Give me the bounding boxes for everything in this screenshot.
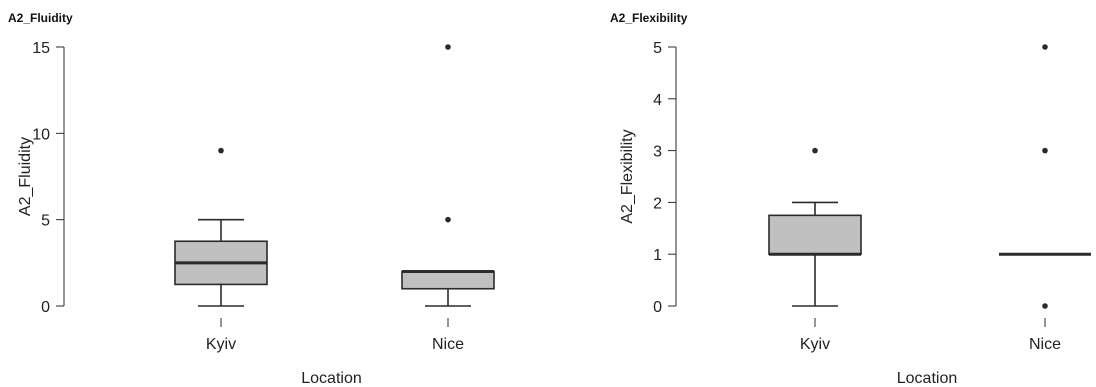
y-axis-label: A2_Fluidity	[17, 137, 34, 216]
x-tick-label: Nice	[1029, 336, 1061, 353]
outlier-point	[445, 216, 451, 223]
x-tick-label: Kyiv	[206, 336, 236, 353]
y-tick-label: 5	[653, 40, 662, 57]
outlier-point	[445, 44, 451, 50]
outlier-point	[1042, 303, 1048, 309]
outlier-point	[812, 147, 818, 154]
chart-title: A2_Flexibility	[610, 11, 688, 25]
y-tick-label: 0	[41, 299, 50, 316]
box-iqr	[401, 270, 495, 290]
y-tick-label: 3	[653, 144, 662, 161]
box-iqr	[768, 214, 862, 256]
y-tick-label: 1	[653, 247, 662, 264]
flexibility-boxplot: 0 1 2 3 4 5 A2_Flexibility Kyiv Nice Location	[619, 40, 1091, 387]
x-tick-label: Nice	[432, 336, 464, 353]
outlier-point	[218, 147, 224, 154]
chart-title: A2_Fluidity	[8, 11, 73, 25]
x-axis-label: Location	[897, 370, 958, 387]
outlier-point	[1042, 147, 1048, 154]
y-tick-label: 0	[653, 299, 662, 316]
fluidity-boxplot: 0 5 10 15 A2_Fluidity Kyiv Nice Location	[17, 40, 495, 387]
y-tick-label: 15	[32, 40, 50, 57]
y-tick-label: 5	[41, 213, 50, 230]
y-axis-label: A2_Flexibility	[619, 129, 636, 223]
x-axis-label: Location	[301, 370, 362, 387]
x-tick-label: Kyiv	[800, 336, 830, 353]
outlier-point	[1042, 44, 1048, 50]
y-tick-label: 10	[32, 126, 50, 143]
fluidity-chart-panel: A2_Fluidity 0 5 10 15 A2_Fluidity Kyiv Nice Loc…	[8, 0, 528, 387]
y-tick-label: 2	[653, 195, 662, 212]
y-tick-label: 4	[653, 92, 662, 109]
flexibility-chart-panel: A2_Flexibility 0 1 2 3 4 5 A2_Flexibility Kyiv N…	[610, 0, 1096, 387]
